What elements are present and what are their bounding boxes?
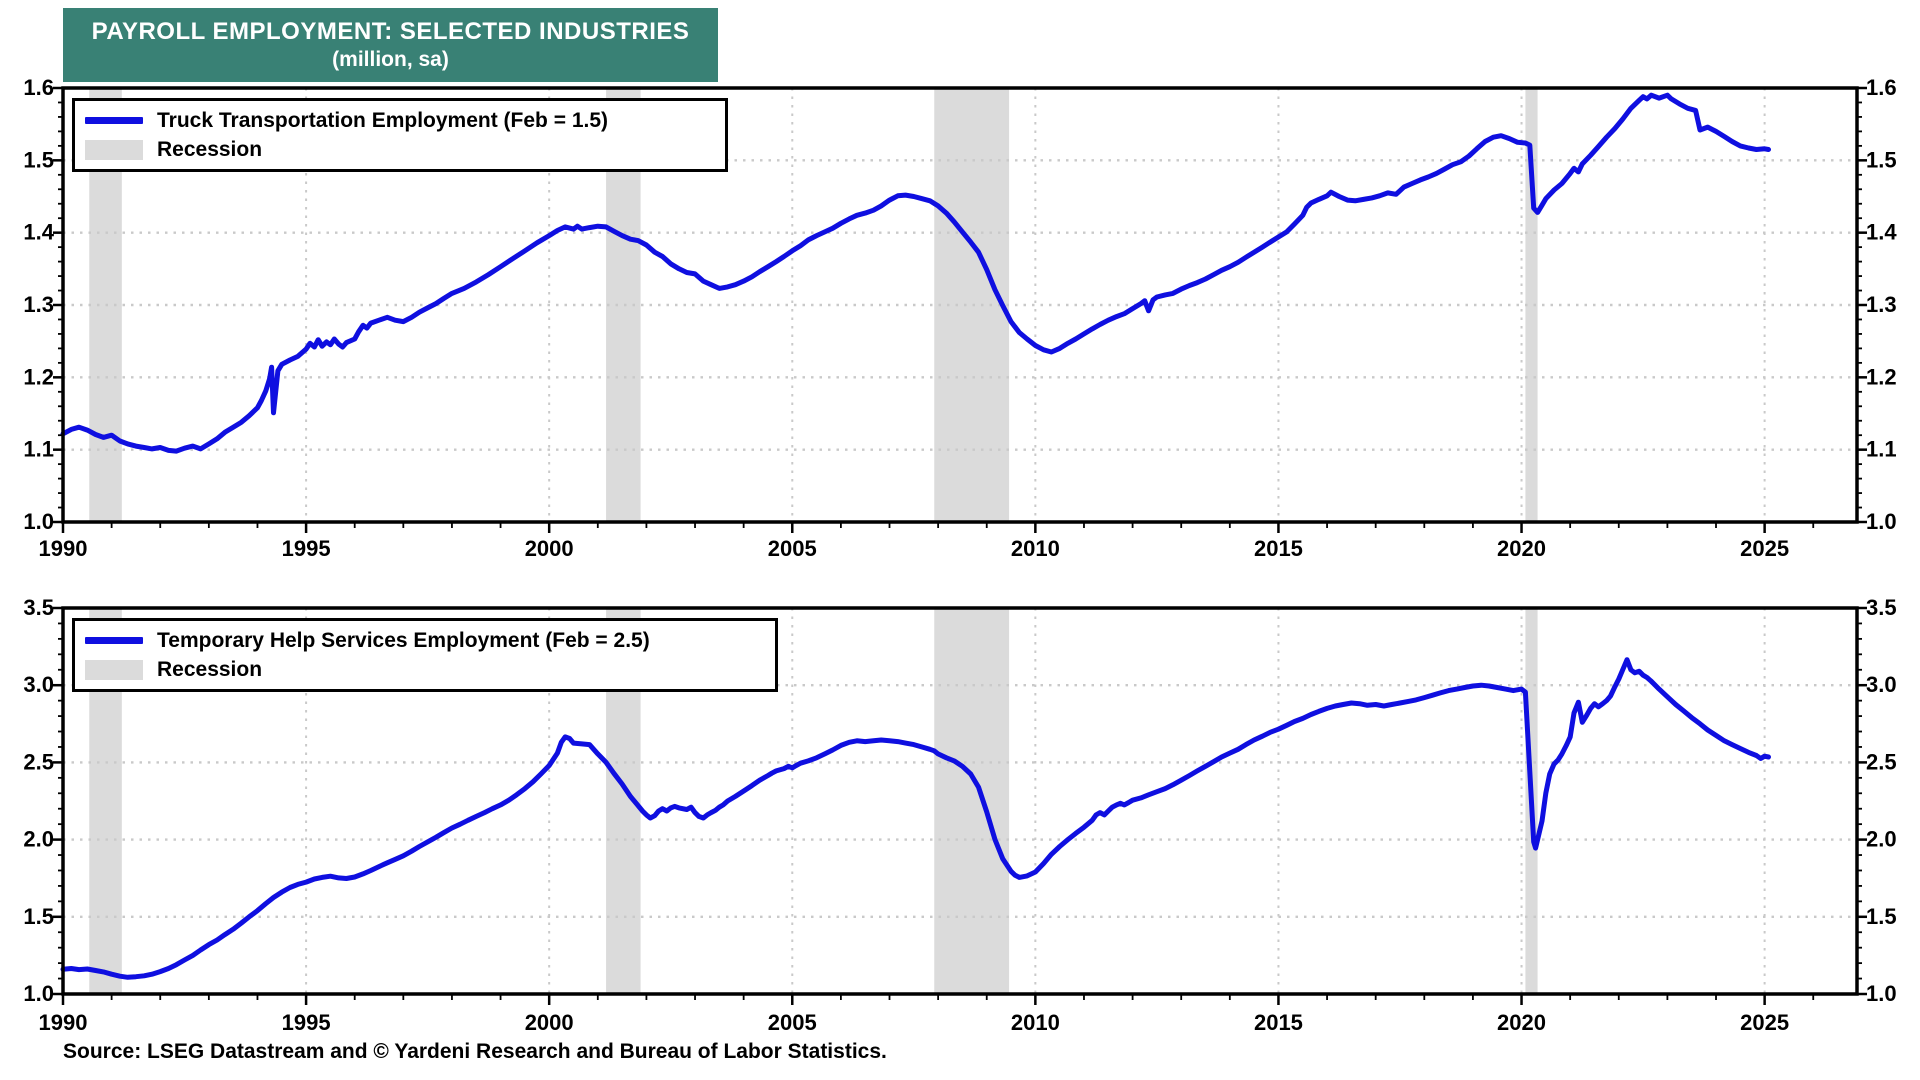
- y-axis-label-left: 1.0: [23, 509, 54, 534]
- source-attribution: Source: LSEG Datastream and © Yardeni Re…: [63, 1040, 887, 1063]
- legend-label-temp: Temporary Help Services Employment (Feb …: [157, 628, 650, 652]
- legend-truck: Truck Transportation Employment (Feb = 1…: [72, 98, 728, 172]
- y-axis-label-left: 1.5: [23, 147, 54, 172]
- y-axis-label-left: 3.0: [23, 672, 54, 697]
- x-axis-label: 2005: [768, 1010, 817, 1035]
- line-swatch-icon: [85, 117, 143, 124]
- y-axis-label-right: 3.0: [1866, 672, 1897, 697]
- x-axis-label: 2020: [1497, 536, 1546, 561]
- y-axis-label-right: 1.5: [1866, 147, 1897, 172]
- legend-row-temp-series: Temporary Help Services Employment (Feb …: [85, 628, 765, 654]
- page-subtitle: (million, sa): [332, 48, 449, 72]
- legend-row-truck-series: Truck Transportation Employment (Feb = 1…: [85, 108, 715, 134]
- legend-label-recession: Recession: [157, 137, 263, 161]
- y-axis-label-left: 1.0: [23, 981, 54, 1006]
- y-axis-label-right: 1.6: [1866, 75, 1897, 100]
- x-axis-label: 2015: [1254, 536, 1303, 561]
- series-line-temp: [60, 657, 1771, 980]
- legend-temp: Temporary Help Services Employment (Feb …: [72, 618, 778, 692]
- recession-swatch-icon: [85, 139, 143, 160]
- legend-label-truck: Truck Transportation Employment (Feb = 1…: [157, 108, 609, 132]
- x-axis-label: 1995: [282, 1010, 331, 1035]
- x-axis-label: 2025: [1740, 1010, 1789, 1035]
- y-axis-label-left: 1.1: [23, 437, 54, 462]
- x-axis-label: 1990: [39, 536, 88, 561]
- legend-row-temp-recession: Recession: [85, 657, 765, 683]
- x-axis-label: 2005: [768, 536, 817, 561]
- x-axis-label: 2020: [1497, 1010, 1546, 1035]
- y-axis-label-left: 1.2: [23, 364, 54, 389]
- y-axis-label-left: 2.0: [23, 827, 54, 852]
- y-axis-label-right: 1.0: [1866, 981, 1897, 1006]
- recession-band: [934, 88, 1010, 522]
- y-axis-label-left: 2.5: [23, 749, 54, 774]
- chart-temp: 1.0 1.0 1.5 1.5 2.0 2.0 2.5 2.5 3.0 3.0 3.5 3.5 1990…: [23, 595, 1896, 1035]
- legend-label-recession: Recession: [157, 657, 263, 681]
- y-axis-label-left: 1.5: [23, 904, 54, 929]
- page-title: PAYROLL EMPLOYMENT: SELECTED INDUSTRIES: [91, 18, 690, 46]
- y-axis-label-right: 1.4: [1866, 220, 1897, 245]
- x-axis-label: 2000: [525, 1010, 574, 1035]
- y-axis-label-right: 2.5: [1866, 749, 1897, 774]
- y-axis-label-right: 2.0: [1866, 827, 1897, 852]
- line-swatch-icon: [85, 637, 143, 644]
- y-axis-label-right: 3.5: [1866, 595, 1897, 620]
- x-axis-label: 1990: [39, 1010, 88, 1035]
- x-axis-label: 2015: [1254, 1010, 1303, 1035]
- x-axis-label: 2000: [525, 536, 574, 561]
- y-axis-label-left: 1.4: [23, 220, 54, 245]
- y-axis-label-right: 1.5: [1866, 904, 1897, 929]
- chart-title-box: PAYROLL EMPLOYMENT: SELECTED INDUSTRIES …: [63, 8, 718, 82]
- x-axis-label: 2010: [1011, 1010, 1060, 1035]
- x-axis-label: 2025: [1740, 536, 1789, 561]
- y-axis-label-left: 1.6: [23, 75, 54, 100]
- recession-band: [934, 608, 1010, 994]
- y-axis-label-left: 3.5: [23, 595, 54, 620]
- y-axis-label-right: 1.1: [1866, 437, 1897, 462]
- y-axis-label-right: 1.0: [1866, 509, 1897, 534]
- legend-row-truck-recession: Recession: [85, 137, 715, 163]
- x-axis-label: 1995: [282, 536, 331, 561]
- y-axis-label-right: 1.2: [1866, 364, 1897, 389]
- plot-border: [61, 606, 1859, 996]
- y-axis-label-left: 1.3: [23, 292, 54, 317]
- series-line-truck: [60, 92, 1771, 454]
- recession-swatch-icon: [85, 659, 143, 680]
- x-axis-label: 2010: [1011, 536, 1060, 561]
- y-axis-label-right: 1.3: [1866, 292, 1897, 317]
